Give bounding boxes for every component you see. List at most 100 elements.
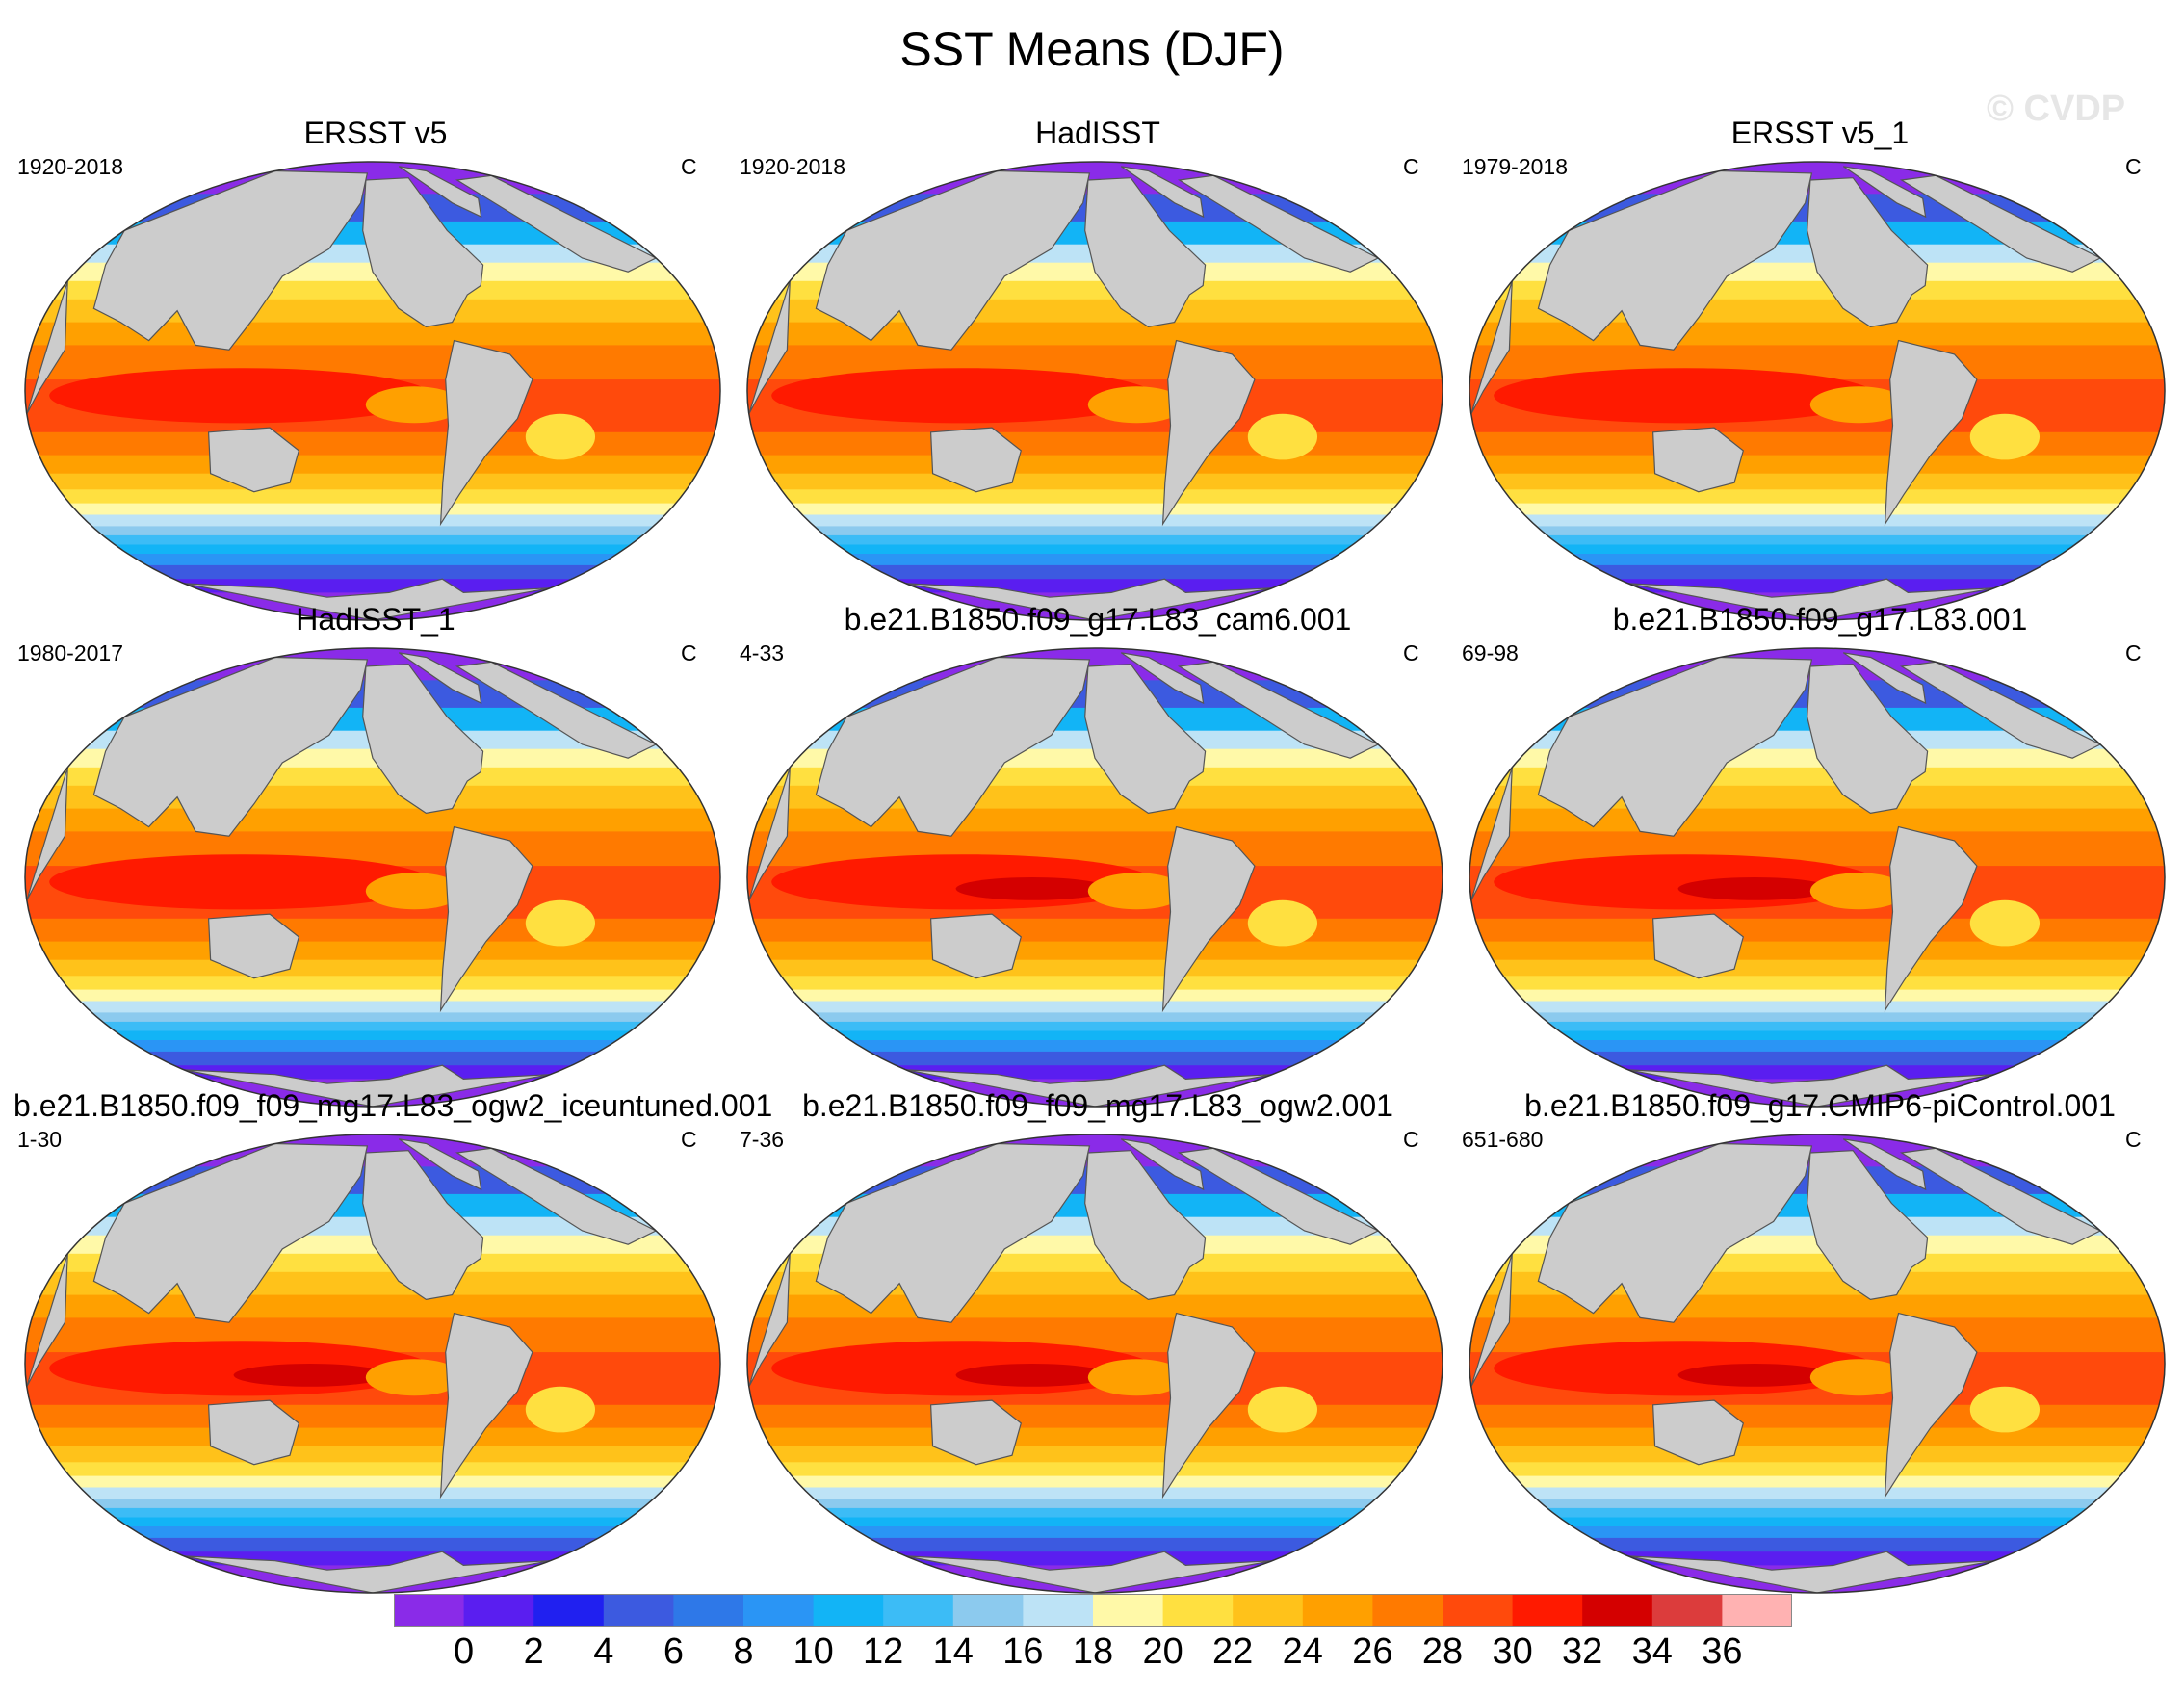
- sst-band: [747, 1446, 1443, 1463]
- colorbar-tick-label: 4: [593, 1631, 614, 1672]
- colorbar-swatch: [1443, 1594, 1514, 1627]
- cold-tongue: [1087, 873, 1185, 910]
- colorbar-tick-label: 2: [523, 1631, 544, 1672]
- sst-band: [1469, 554, 2165, 566]
- sst-band: [1469, 1051, 2165, 1066]
- figure-title: SST Means (DJF): [899, 22, 1285, 76]
- colorbar-swatch: [743, 1594, 815, 1627]
- world-map: [24, 647, 721, 1108]
- greenland-land: [1120, 166, 1205, 219]
- sst-band: [25, 1462, 720, 1477]
- panel-units: C: [2125, 1127, 2142, 1152]
- antarctica-land: [183, 578, 551, 620]
- map-panel: HadISST_1 1980-2017 C: [13, 602, 738, 1108]
- panel-period: 1979-2018: [1462, 154, 1568, 179]
- australia-land: [1651, 1399, 1744, 1466]
- sst-band: [1469, 959, 2165, 977]
- cold-tongue: [1809, 873, 1908, 910]
- sst-band: [25, 1294, 720, 1318]
- colorbar-swatch: [1372, 1594, 1443, 1627]
- sst-band: [747, 1030, 1443, 1041]
- north-america-land: [1084, 664, 1207, 815]
- sst-band: [1469, 1065, 2165, 1081]
- sst-band: [25, 544, 720, 555]
- australia-land: [1651, 427, 1744, 493]
- antarctica-land: [183, 1551, 551, 1593]
- map-panel: b.e21.B1850.f09_g17.CMIP6-piControl.001 6…: [1458, 1088, 2182, 1594]
- sst-band: [747, 1012, 1443, 1023]
- sst-band: [1469, 1012, 2165, 1023]
- atlantic-cool-patch: [1969, 899, 2040, 947]
- map-outline: [1469, 1134, 2166, 1594]
- world-map: [746, 1134, 1443, 1594]
- sst-band: [1469, 1526, 2165, 1539]
- south-america-land: [439, 1312, 533, 1499]
- world-map: [1469, 161, 2166, 621]
- colorbar-tick-label: 34: [1631, 1631, 1673, 1672]
- sst-band: [747, 1507, 1443, 1518]
- colorbar-tick-label: 24: [1282, 1631, 1323, 1672]
- panel-period: 651-680: [1462, 1127, 1544, 1152]
- colorbar-swatch: [1162, 1594, 1234, 1627]
- sst-band: [1469, 455, 2165, 475]
- asia-land: [815, 1142, 1091, 1323]
- sst-band: [1469, 1499, 2165, 1509]
- atlantic-cool-patch: [1247, 413, 1317, 460]
- sst-band: [747, 1526, 1443, 1539]
- sst-band: [25, 1499, 720, 1509]
- warm-pool: [771, 368, 1155, 424]
- sst-band: [747, 1427, 1443, 1447]
- sst-band: [25, 473, 720, 490]
- sst-band: [25, 526, 720, 536]
- atlantic-cool-patch: [525, 413, 596, 460]
- world-map: [24, 1134, 721, 1594]
- warm-pool-core: [1677, 1364, 1832, 1387]
- africa-land: [1470, 1253, 1513, 1388]
- panel-period: 7-36: [740, 1127, 785, 1152]
- warm-pool: [49, 368, 432, 424]
- colorbar-tick-label: 20: [1142, 1631, 1183, 1672]
- colorbar-tick-label: 28: [1421, 1631, 1464, 1672]
- panel-period: 1920-2018: [17, 154, 123, 179]
- sst-band: [1469, 579, 2165, 594]
- sst-band: [1469, 1487, 2165, 1499]
- watermark: © CVDP: [1987, 89, 2126, 129]
- sst-band: [1469, 1551, 2165, 1567]
- atlantic-cool-patch: [525, 1386, 596, 1433]
- australia-land: [929, 427, 1022, 493]
- warm-pool: [49, 854, 432, 910]
- sst-band: [1469, 976, 2165, 991]
- warm-pool: [1494, 368, 1877, 424]
- sst-band: [1469, 544, 2165, 555]
- sst-band: [747, 473, 1443, 490]
- world-map: [1469, 647, 2166, 1108]
- atlantic-cool-patch: [1247, 899, 1317, 947]
- sst-band: [747, 1499, 1443, 1509]
- map-panel: ERSST v5_1 1979-2018 C: [1458, 116, 2182, 621]
- map-panel: b.e21.B1850.f09_g17.L83.001 69-98 C: [1458, 602, 2182, 1108]
- sst-band: [1469, 1517, 2165, 1527]
- antarctica-land: [905, 1551, 1273, 1593]
- sst-band: [1469, 1021, 2165, 1031]
- sst-band: [25, 918, 720, 943]
- south-america-land: [1884, 339, 1978, 527]
- sst-band: [1469, 322, 2165, 346]
- panel-period: 1920-2018: [740, 154, 845, 179]
- antarctica-land: [905, 578, 1273, 620]
- sst-band: [25, 959, 720, 977]
- panel-units: C: [681, 640, 697, 665]
- colorbar-tick-label: 6: [663, 1631, 684, 1672]
- cold-tongue: [1809, 1359, 1908, 1396]
- sst-band: [1469, 1030, 2165, 1041]
- sst-band: [25, 1001, 720, 1013]
- sst-band: [747, 941, 1443, 961]
- colorbar-swatch: [1093, 1594, 1164, 1627]
- sst-band: [25, 564, 720, 580]
- colorbar-tick-label: 30: [1492, 1631, 1533, 1672]
- panel-units: C: [1403, 640, 1419, 665]
- panel-title: ERSST v5_1: [1730, 116, 1910, 150]
- sst-band: [25, 489, 720, 505]
- sst-band: [1469, 1427, 2165, 1447]
- sst-band: [25, 1537, 720, 1552]
- sst-band: [25, 976, 720, 991]
